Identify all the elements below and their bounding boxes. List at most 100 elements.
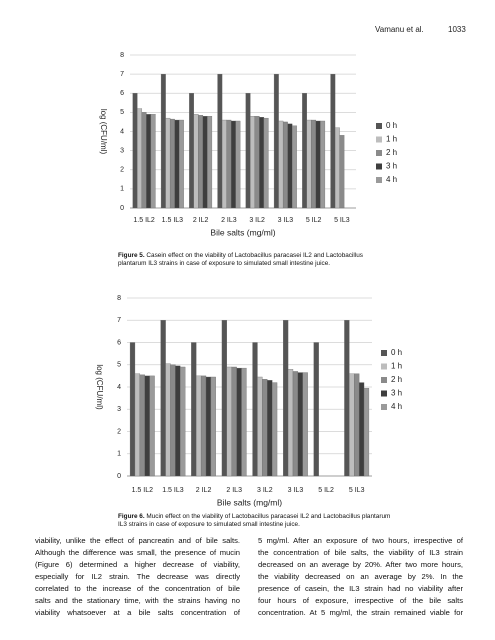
bar <box>132 93 138 209</box>
x-tick-label: 3 IL3 <box>278 217 294 224</box>
bar <box>311 119 317 209</box>
legend-label: 0 h <box>391 348 402 357</box>
y-tick-label: 0 <box>117 473 121 480</box>
bar <box>363 387 370 477</box>
bar <box>292 371 299 477</box>
y-tick-label: 6 <box>117 339 121 346</box>
bar <box>250 116 256 209</box>
y-tick-label: 8 <box>117 295 121 302</box>
y-tick-label: 5 <box>120 109 124 116</box>
bar <box>313 342 319 477</box>
body-line: viability, unlike the effect of pancreat… <box>35 536 240 545</box>
bar <box>283 320 289 477</box>
caption-text: plantarum IL3 strains in case of exposur… <box>118 260 331 267</box>
body-line: viability whatsoever at a bile salts con… <box>35 608 240 617</box>
bar <box>137 108 143 209</box>
legend-swatch <box>381 377 387 383</box>
bar <box>180 366 186 477</box>
bar <box>144 375 150 477</box>
bar <box>191 342 197 477</box>
x-axis-title: Bile salts (mg/ml) <box>217 497 282 507</box>
caption-label: Figure 5. <box>118 252 145 259</box>
x-tick-label: 5 IL3 <box>349 487 365 494</box>
body-line: presence of casein, the IL3 strain had n… <box>258 584 463 593</box>
bar <box>315 120 321 209</box>
y-tick-label: 1 <box>120 186 124 193</box>
body-line: 5 mg/ml. After an exposure of two hours,… <box>258 536 463 545</box>
bar <box>297 372 303 477</box>
bar <box>149 375 155 477</box>
caption-label: Figure 6. <box>118 513 145 520</box>
legend-label: 0 h <box>386 121 397 130</box>
bar <box>207 116 213 209</box>
bar <box>292 125 297 209</box>
legend-label: 4 h <box>386 175 397 184</box>
x-tick-label: 5 IL2 <box>318 487 334 494</box>
body-line: the viability decreased on an average by… <box>258 572 463 581</box>
bar <box>193 114 199 209</box>
bar <box>210 376 216 477</box>
y-tick-label: 2 <box>120 167 124 174</box>
bar <box>257 376 263 477</box>
bar <box>226 366 232 477</box>
legend-swatch <box>381 390 387 397</box>
bar <box>330 73 336 209</box>
bar <box>306 119 312 209</box>
bar <box>150 114 156 209</box>
bar <box>189 93 194 209</box>
legend-swatch <box>376 136 382 143</box>
bar <box>339 135 345 209</box>
legend-label: 4 h <box>391 402 402 411</box>
bar <box>198 115 204 209</box>
x-tick-label: 1.5 IL3 <box>162 217 184 224</box>
bar <box>358 382 365 477</box>
legend-swatch <box>376 123 382 129</box>
bar <box>252 342 258 477</box>
y-tick-label: 0 <box>120 205 124 212</box>
bar <box>302 372 308 477</box>
y-axis-title: log (CFU/ml) <box>95 364 104 410</box>
body-line: salts and the stationary time, with the … <box>35 596 240 605</box>
bar <box>160 320 166 477</box>
x-tick-label: 3 IL2 <box>257 487 273 494</box>
bar <box>221 320 227 477</box>
bar <box>349 373 355 477</box>
bar <box>354 373 360 477</box>
caption-text: Mucin effect on the viability of Lactoba… <box>146 513 391 520</box>
y-tick-label: 3 <box>120 147 124 154</box>
bar <box>287 123 293 209</box>
body-line: especially for IL2 strain. The decrease … <box>35 572 240 581</box>
bar <box>254 116 260 209</box>
x-tick-label: 1.5 IL3 <box>162 487 184 494</box>
bar <box>245 93 251 209</box>
bar <box>236 367 242 477</box>
y-tick-label: 3 <box>117 406 121 413</box>
bar <box>287 369 294 477</box>
y-tick-label: 8 <box>120 52 124 59</box>
caption-text: Casein effect on the viability of Lactob… <box>146 252 364 259</box>
x-tick-label: 5 IL2 <box>306 217 322 224</box>
x-tick-label: 3 IL3 <box>288 487 304 494</box>
legend-swatch <box>376 177 382 183</box>
caption-text: IL3 strains in case of exposure to simul… <box>118 521 300 528</box>
y-tick-label: 4 <box>120 128 124 135</box>
bar <box>259 117 265 209</box>
bar <box>134 373 141 477</box>
legend-label: 1 h <box>386 135 397 144</box>
x-tick-label: 1.5 IL2 <box>132 487 154 494</box>
bar <box>221 119 227 209</box>
header-authors: Vamanu et al. <box>375 25 424 34</box>
bar <box>235 120 241 209</box>
y-tick-label: 6 <box>120 90 124 97</box>
body-line: Although the difference was small, the p… <box>35 548 240 557</box>
bar <box>278 120 284 209</box>
bar <box>139 374 145 477</box>
bar <box>230 120 236 209</box>
legend-swatch <box>381 404 387 410</box>
bar <box>267 380 273 477</box>
bar <box>165 363 171 477</box>
bar <box>146 114 152 209</box>
bar <box>282 121 288 209</box>
body-line: decreased on an average by 20%. After tw… <box>258 560 463 569</box>
